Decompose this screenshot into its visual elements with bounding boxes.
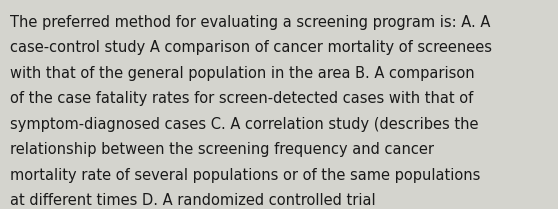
Text: The preferred method for evaluating a screening program is: A. A: The preferred method for evaluating a sc… (10, 15, 490, 30)
Text: at different times D. A randomized controlled trial: at different times D. A randomized contr… (10, 193, 376, 208)
Text: of the case fatality rates for screen-detected cases with that of: of the case fatality rates for screen-de… (10, 91, 473, 106)
Text: with that of the general population in the area B. A comparison: with that of the general population in t… (10, 66, 475, 81)
Text: mortality rate of several populations or of the same populations: mortality rate of several populations or… (10, 168, 480, 183)
Text: relationship between the screening frequency and cancer: relationship between the screening frequ… (10, 142, 434, 157)
Text: case-control study A comparison of cancer mortality of screenees: case-control study A comparison of cance… (10, 40, 492, 55)
Text: symptom-diagnosed cases C. A correlation study (describes the: symptom-diagnosed cases C. A correlation… (10, 117, 479, 132)
